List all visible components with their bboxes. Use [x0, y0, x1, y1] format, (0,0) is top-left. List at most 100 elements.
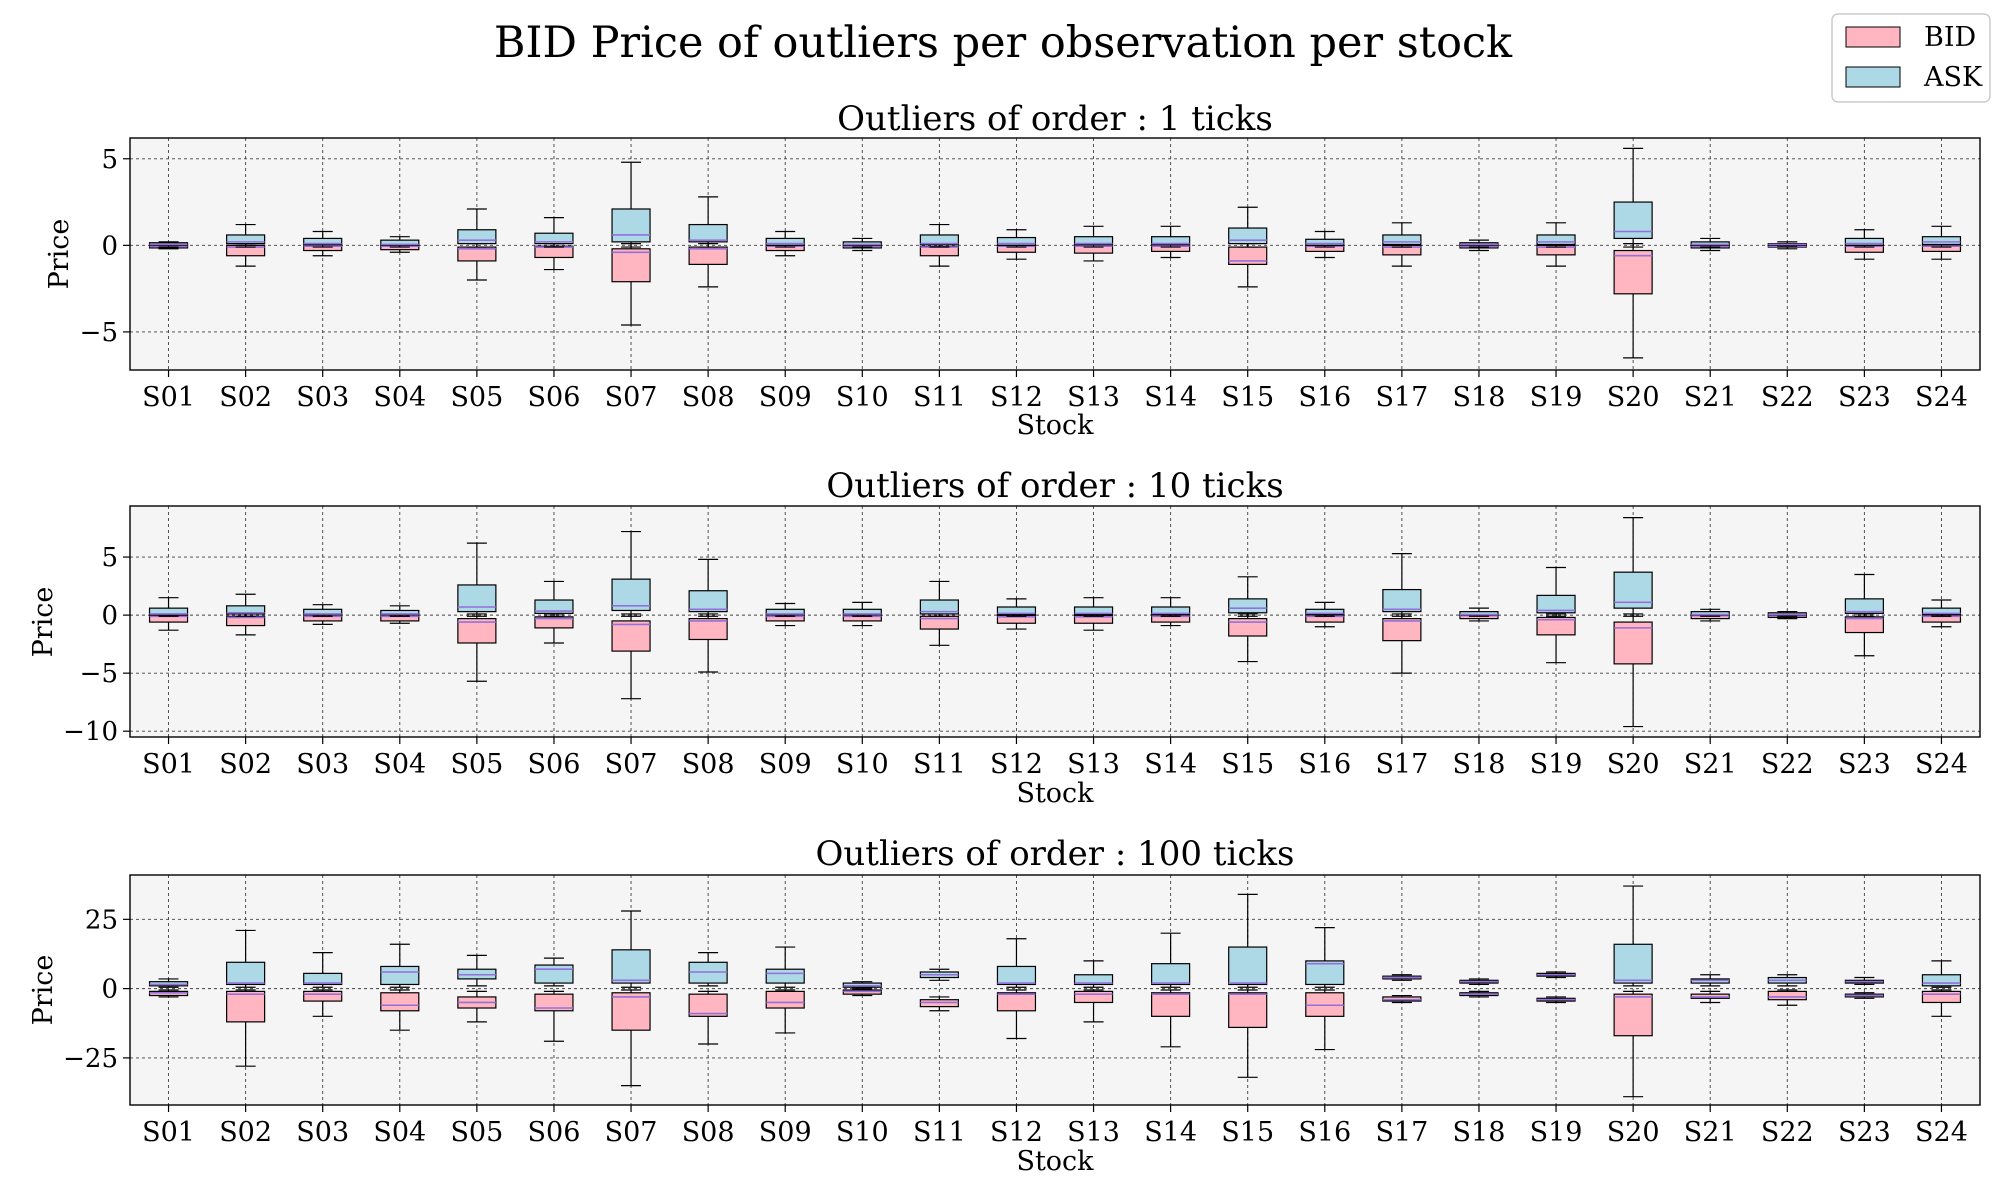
plot-area: −25 0 25 S01 S02 S03 S04 S05 S06 S07 S08 S09 S10 S11 S…: [63, 874, 1981, 1148]
x-tick-label: S13: [1067, 382, 1120, 413]
box-body: [226, 990, 266, 1023]
box-ask: [1228, 576, 1268, 617]
box-bid: [226, 989, 266, 1067]
x-tick-label: S04: [373, 1117, 426, 1148]
box-ask: [303, 230, 343, 248]
box-body: [380, 992, 420, 1012]
x-tick-label: S15: [1221, 1117, 1274, 1148]
box-bid: [1073, 989, 1114, 1023]
box-ask: [1536, 222, 1576, 248]
box-ask: [1536, 971, 1576, 979]
box-body: [611, 208, 651, 243]
box-ask: [1921, 960, 1962, 988]
x-tick-label: S14: [1144, 749, 1197, 780]
y-tick-label: 0: [101, 231, 118, 261]
x-tick-label: S01: [142, 749, 195, 780]
box-bid: [457, 243, 497, 281]
box-body: [919, 234, 959, 246]
x-tick-label: S01: [142, 1117, 195, 1148]
box-body: [534, 993, 574, 1012]
box-ask: [457, 208, 497, 248]
box-body: [688, 590, 728, 613]
box-body: [996, 606, 1037, 616]
box-ask: [919, 580, 959, 617]
box-ask: [688, 196, 728, 248]
box-ask: [688, 558, 728, 617]
box-body: [1151, 606, 1191, 616]
box-body: [1228, 598, 1268, 614]
box-ask: [1844, 573, 1884, 617]
box-body: [226, 961, 266, 986]
x-tick-label: S06: [528, 749, 581, 780]
box-bid: [919, 613, 959, 646]
x-tick-label: S22: [1761, 749, 1814, 780]
x-tick-label: S22: [1761, 382, 1814, 413]
x-tick-label: S21: [1684, 382, 1737, 413]
x-tick-label: S16: [1298, 749, 1351, 780]
box-ask: [1613, 885, 1653, 987]
box-body: [380, 965, 420, 986]
axes-background: [130, 875, 1980, 1105]
x-tick-label: S02: [219, 749, 272, 780]
x-tick-label: S12: [990, 749, 1043, 780]
box-body: [1151, 992, 1191, 1017]
box-ask: [534, 217, 574, 248]
box-body: [226, 605, 266, 615]
plot-area: −10 −5 0 5 S01 S02 S03 S04 S05 S06 S07 S08 S09 S10 S11…: [63, 505, 1981, 780]
x-tick-label: S14: [1144, 1117, 1197, 1148]
axes-background: [130, 138, 1980, 370]
x-tick-label: S03: [296, 382, 349, 413]
box-ask: [765, 602, 805, 617]
box-ask: [1613, 517, 1653, 617]
y-tick-label: −10: [63, 717, 118, 747]
x-tick-label: S11: [913, 382, 966, 413]
x-tick-label: S05: [450, 749, 503, 780]
box-body: [1690, 241, 1730, 246]
box-body: [534, 964, 574, 984]
box-bid: [996, 989, 1037, 1040]
box-body: [1228, 246, 1268, 265]
x-tick-label: S18: [1453, 382, 1506, 413]
box-ask: [1073, 597, 1114, 617]
box-ask: [611, 530, 651, 617]
box-body: [1844, 237, 1884, 246]
box-body: [765, 990, 805, 1009]
box-body: [842, 241, 882, 246]
box-ask: [1690, 237, 1730, 248]
box-bid: [457, 990, 497, 1023]
y-axis-label: Price: [44, 219, 75, 290]
box-ask: [1459, 978, 1499, 986]
box-ask: [226, 929, 266, 988]
box-body: [765, 968, 805, 984]
box-bid: [1151, 989, 1191, 1048]
series-ask: [148, 517, 1962, 617]
x-tick-label: S07: [605, 382, 658, 413]
x-tick-label: S20: [1607, 382, 1660, 413]
x-tick-label: S05: [450, 382, 503, 413]
box-ask: [996, 229, 1037, 248]
x-axis-label: Stock: [1016, 410, 1094, 441]
box-ask: [1921, 599, 1962, 617]
series-ask: [148, 885, 1962, 989]
box-ask: [765, 946, 805, 988]
series-bid: [148, 988, 1962, 1098]
box-bid: [611, 989, 651, 1087]
box-bid: [688, 243, 728, 288]
box-bid: [765, 989, 805, 1034]
x-tick-label: S18: [1453, 749, 1506, 780]
box-body: [1305, 608, 1345, 616]
box-body: [1613, 943, 1653, 984]
x-tick-label: S23: [1838, 1117, 1891, 1148]
x-tick-label: S16: [1298, 382, 1351, 413]
box-ask: [1228, 893, 1268, 988]
box-ask: [996, 598, 1037, 617]
y-tick-label: 25: [85, 905, 118, 935]
x-tick-label: S12: [990, 382, 1043, 413]
x-tick-label: S09: [759, 749, 812, 780]
box-bid: [842, 988, 882, 997]
x-tick-label: S16: [1298, 1117, 1351, 1148]
box-body: [1073, 606, 1114, 616]
box-ask: [148, 597, 189, 617]
box-body: [1228, 992, 1268, 1029]
